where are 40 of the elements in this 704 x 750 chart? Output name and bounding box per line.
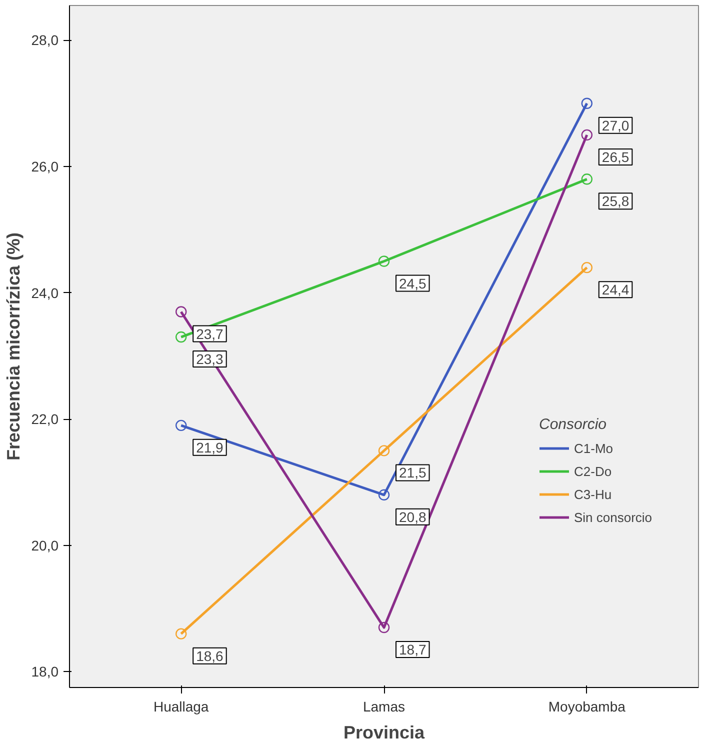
point bbox=[581, 262, 593, 274]
y-tick-label: 24,0 bbox=[31, 284, 59, 301]
legend-title: Consorcio bbox=[539, 416, 608, 433]
point bbox=[175, 628, 187, 640]
data-label: 21,9 bbox=[196, 439, 224, 456]
data-label: 18,7 bbox=[399, 642, 426, 658]
point bbox=[378, 622, 390, 634]
data-label: 27,0 bbox=[602, 117, 630, 134]
data-label: 20,8 bbox=[399, 508, 426, 525]
data-label: 18,6 bbox=[196, 648, 224, 664]
data-label: 26,5 bbox=[602, 148, 630, 165]
legend-label: C2-Do bbox=[574, 464, 612, 478]
x-tick-label: Lamas bbox=[362, 698, 406, 714]
data-label: 23,3 bbox=[196, 351, 224, 368]
data-label: 23,7 bbox=[196, 326, 224, 342]
point bbox=[175, 420, 187, 432]
point bbox=[175, 331, 187, 343]
x-axis-title: Provincia bbox=[343, 722, 426, 742]
legend-label: C3-Hu bbox=[574, 486, 612, 502]
data-label: 21,5 bbox=[399, 464, 426, 481]
legend-label: C1-Mo bbox=[574, 440, 614, 456]
y-tick-label: 20,0 bbox=[31, 537, 59, 554]
point bbox=[581, 129, 593, 141]
point bbox=[581, 98, 593, 109]
x-tick-label: Huallaga bbox=[153, 698, 209, 714]
data-label: 24,5 bbox=[399, 275, 426, 292]
y-tick-label: 28,0 bbox=[31, 32, 59, 48]
y-tick-label: 26,0 bbox=[31, 158, 59, 175]
point bbox=[175, 306, 187, 318]
x-tick-label: Moyobamba bbox=[548, 698, 626, 714]
data-label: 24,4 bbox=[602, 282, 630, 298]
point bbox=[378, 256, 390, 267]
y-axis-title: Frecuencia micorrízica (%) bbox=[3, 232, 24, 461]
point bbox=[378, 445, 390, 456]
y-tick-label: 18,0 bbox=[31, 664, 59, 680]
y-tick-label: 22,0 bbox=[31, 411, 59, 428]
point bbox=[581, 174, 593, 185]
point bbox=[378, 489, 390, 500]
legend-label: Sin consorcio bbox=[574, 510, 652, 524]
data-label: 25,8 bbox=[602, 193, 630, 210]
